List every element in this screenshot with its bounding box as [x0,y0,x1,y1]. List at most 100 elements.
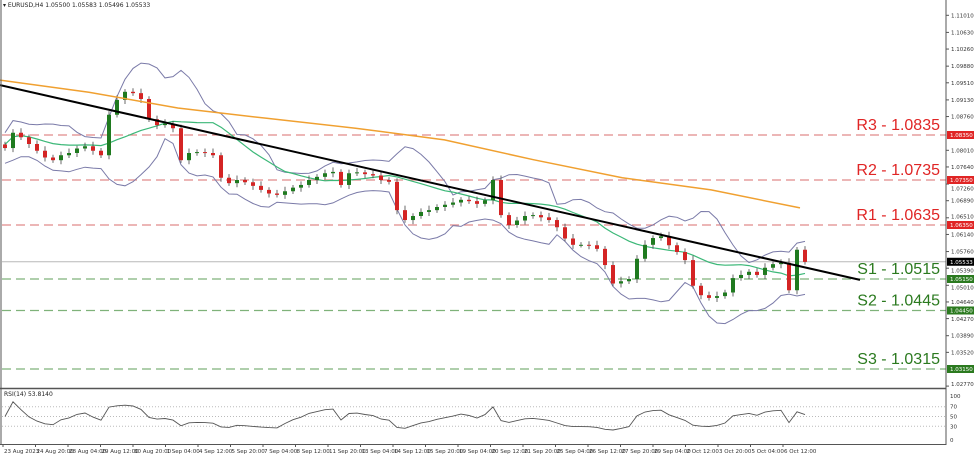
candle [219,152,223,182]
candle-body [43,150,47,158]
candle [315,174,319,185]
candle-body [139,93,143,99]
level-price-tag [947,131,974,139]
levels-layer: R3 - 1.0835 R2 - 1.0735 R1 - 1.0635 S1 - 1.… [2,117,946,370]
candle-body [243,180,247,183]
candle [611,261,615,287]
candle-body [323,173,327,177]
candle-body [627,279,631,282]
candle-body [507,215,511,225]
x-tick-label: 21 Sep 20:00 [524,449,561,455]
candle [291,184,295,194]
x-tick-label: 1 Sep 04:00 [167,449,201,455]
candle [27,134,31,149]
candle [779,259,783,269]
candle-body [611,265,615,284]
candle [627,276,631,284]
rsi-tick-label: 0 [950,438,954,444]
x-tick-label: 5 Sep 20:00 [232,449,266,455]
candle-body [475,201,479,204]
candle-body [275,193,279,195]
candle-body [379,175,383,180]
candle [387,177,391,185]
candle-body [387,180,391,182]
candle-body [435,207,439,211]
candle-body [307,180,311,185]
candle [227,174,231,186]
candle [11,129,15,153]
candle [467,196,471,204]
candle [275,189,279,198]
x-tick-label: 27 Sep 20:00 [622,449,659,455]
rsi-header: RSI(14) 53.8140 [4,391,53,398]
rsi-tick-label: 100 [950,394,961,400]
bollinger-bands [4,62,806,325]
candle [675,242,679,255]
candle [403,205,407,223]
candle [619,276,623,288]
candle-body [187,153,191,161]
moving-average-green [4,120,806,277]
candle [587,241,591,250]
candle-body [299,184,303,188]
candle-body [483,200,487,204]
candle [435,204,439,213]
y-tick-label: 1.08010 [951,148,974,154]
candle [531,212,535,219]
candle [83,142,87,152]
candle-body [675,245,679,252]
candle [539,211,543,222]
axes-layer: 1.11010 1.10630 1.10260 1.09880 1.09510 1.091… [2,13,974,455]
candle [99,148,103,158]
level-label: R2 - 1.0735 [856,162,940,179]
candle-body [683,252,687,261]
candle-body [403,210,407,221]
candle [115,95,119,118]
y-tick-label: 1.06140 [951,232,974,238]
x-tick-label: 8 Sep 12:00 [297,449,331,455]
level-label: R1 - 1.0635 [856,207,940,224]
candle [67,148,71,158]
candle [35,140,39,154]
current-price-label: 1.05533 [950,260,973,266]
candle [123,89,127,104]
candle-body [731,278,735,293]
candle [259,181,263,193]
candle-body [91,146,95,151]
candle [715,291,719,302]
candle [163,119,167,128]
y-tick-label: 1.09880 [951,64,974,70]
x-tick-label: 25 Sep 04:00 [557,449,594,455]
candle [443,201,447,212]
bollinger-upper [4,62,806,264]
trendline [0,84,861,281]
candle [555,217,559,232]
candle-body [235,180,239,184]
candle [131,88,135,96]
candle [523,211,527,225]
candle [299,181,303,192]
x-tick-label: 5 Oct 04:00 [752,449,785,455]
y-tick-label: 1.07260 [951,187,974,193]
candle [331,167,335,178]
candle [411,213,415,225]
candle [307,175,311,188]
level-price-tag [947,176,974,184]
candle-body [99,150,103,156]
candle [763,263,767,279]
candle-body [203,152,207,154]
candle-body [699,285,703,296]
y-tick-label: 1.09130 [951,98,974,104]
candle-body [795,249,799,291]
candle [379,171,383,185]
candle-body [123,91,127,100]
x-tick-label: 28 Aug 04:00 [69,449,107,455]
candle-body [659,236,663,239]
rsi-line [4,401,806,431]
candle [155,115,159,130]
candle-body [19,132,23,138]
candle-body [51,157,55,161]
candle-body [723,292,727,297]
candle-body [195,152,199,154]
